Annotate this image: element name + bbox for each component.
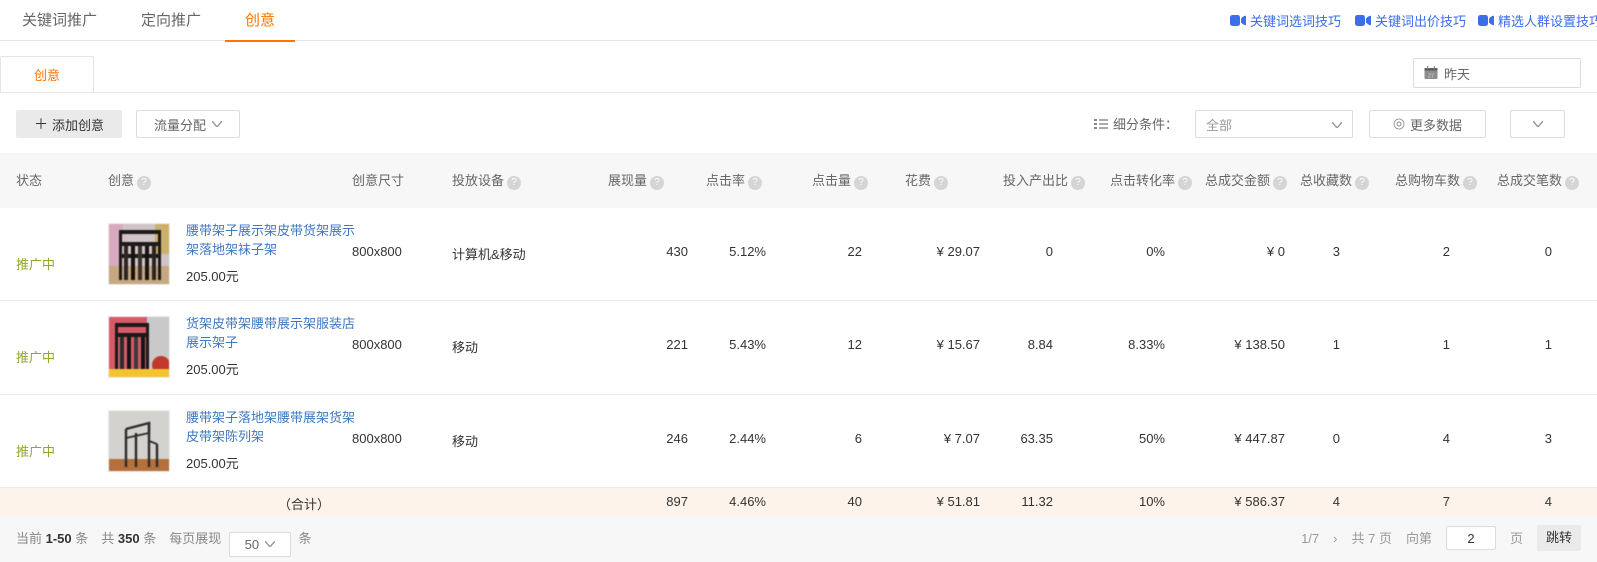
- svg-text:27: 27: [1428, 74, 1434, 80]
